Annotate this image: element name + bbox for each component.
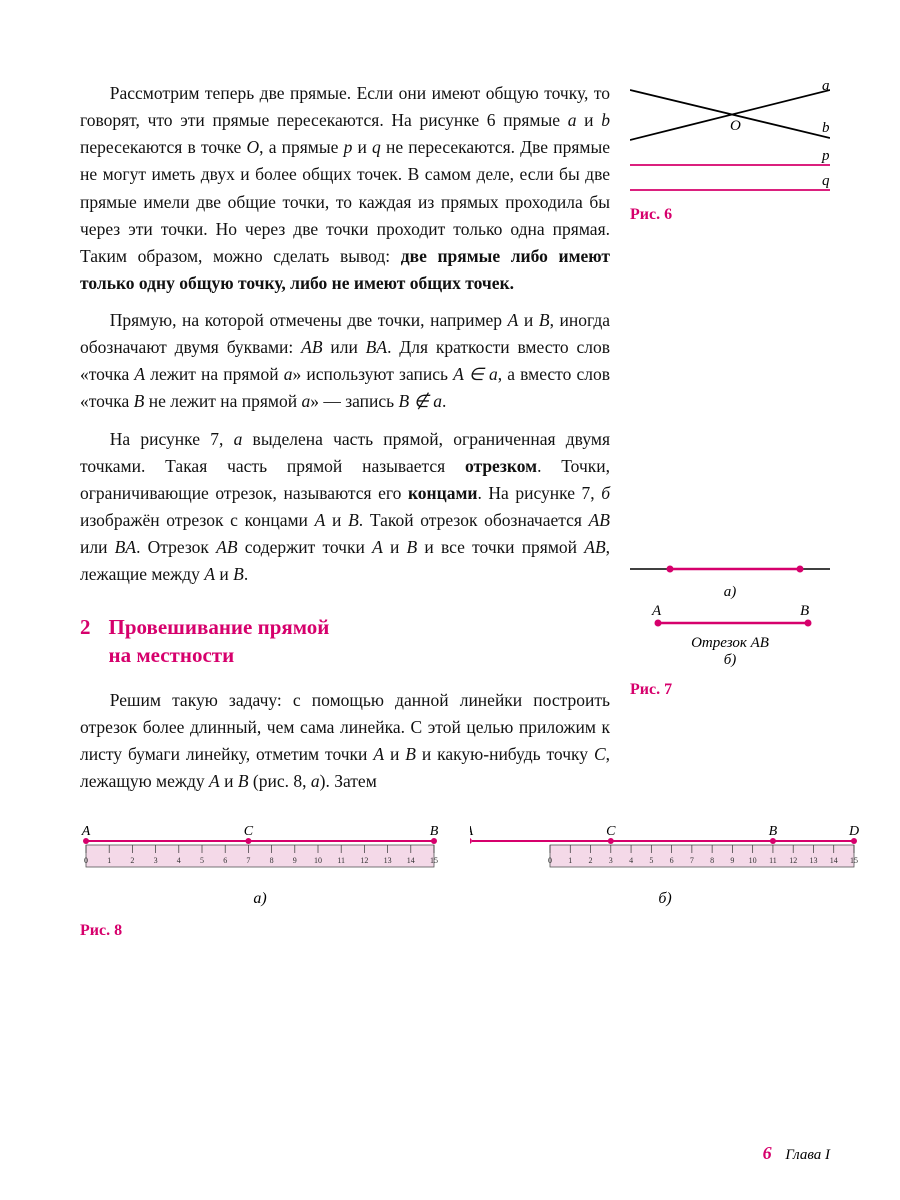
svg-text:6: 6 bbox=[670, 856, 674, 865]
svg-text:D: D bbox=[848, 824, 859, 839]
svg-text:3: 3 bbox=[609, 856, 613, 865]
svg-text:8: 8 bbox=[710, 856, 714, 865]
svg-text:13: 13 bbox=[809, 856, 817, 865]
svg-text:8: 8 bbox=[270, 856, 274, 865]
svg-text:15: 15 bbox=[850, 856, 858, 865]
svg-text:9: 9 bbox=[730, 856, 734, 865]
paragraph-3: На рисунке 7, а выделена часть прямой, о… bbox=[80, 426, 610, 589]
page-number: 6 bbox=[763, 1143, 772, 1163]
section-title: Провешивание прямой на местности bbox=[109, 614, 330, 669]
figure-6-svg: a b O p q bbox=[630, 80, 830, 200]
svg-text:10: 10 bbox=[749, 856, 757, 865]
svg-text:A: A bbox=[470, 824, 474, 839]
ruler-a-svg: 0123456789101112131415ACB bbox=[80, 823, 440, 881]
paragraph-1: Рассмотрим теперь две прямые. Если они и… bbox=[80, 80, 610, 297]
paragraph-4: Решим такую задачу: с помощью данной лин… bbox=[80, 687, 610, 796]
svg-text:11: 11 bbox=[337, 856, 345, 865]
figure-8b-label: б) bbox=[470, 890, 860, 908]
figure-7: a) A B Отрезок AB б) Рис. 7 bbox=[630, 554, 830, 699]
svg-text:1: 1 bbox=[107, 856, 111, 865]
svg-text:1: 1 bbox=[568, 856, 572, 865]
ruler-b-svg: 0123456789101112131415ACBD bbox=[470, 823, 860, 881]
figure-column: a b O p q Рис. 6 a) bbox=[630, 80, 830, 805]
figure-8: 0123456789101112131415ACB a) 01234567891… bbox=[80, 823, 830, 908]
svg-text:12: 12 bbox=[360, 856, 368, 865]
svg-text:0: 0 bbox=[84, 856, 88, 865]
figure-8a-label: a) bbox=[80, 890, 440, 908]
svg-text:7: 7 bbox=[690, 856, 694, 865]
svg-text:A: A bbox=[81, 824, 91, 839]
paragraph-2: Прямую, на которой отмечены две точки, н… bbox=[80, 307, 610, 416]
svg-text:0: 0 bbox=[548, 856, 552, 865]
svg-text:4: 4 bbox=[629, 856, 633, 865]
svg-text:B: B bbox=[800, 603, 809, 619]
svg-text:2: 2 bbox=[589, 856, 593, 865]
figure-6-caption: Рис. 6 bbox=[630, 206, 830, 224]
figure-7a-label: a) bbox=[630, 584, 830, 601]
figure-7b-label: б) bbox=[630, 652, 830, 669]
svg-text:q: q bbox=[822, 173, 830, 189]
figure-7-desc: Отрезок AB bbox=[630, 635, 830, 652]
svg-text:11: 11 bbox=[769, 856, 777, 865]
svg-text:6: 6 bbox=[223, 856, 227, 865]
figure-8-caption: Рис. 8 bbox=[80, 922, 830, 940]
svg-text:B: B bbox=[430, 824, 439, 839]
svg-text:C: C bbox=[606, 824, 616, 839]
chapter-label: Глава I bbox=[785, 1147, 830, 1163]
svg-text:5: 5 bbox=[649, 856, 653, 865]
section-number: 2 bbox=[80, 614, 91, 669]
svg-text:3: 3 bbox=[154, 856, 158, 865]
svg-text:p: p bbox=[821, 148, 830, 164]
svg-text:10: 10 bbox=[314, 856, 322, 865]
figure-7a-svg bbox=[630, 554, 830, 584]
text-column: Рассмотрим теперь две прямые. Если они и… bbox=[80, 80, 610, 805]
svg-text:7: 7 bbox=[246, 856, 250, 865]
section-heading: 2 Провешивание прямой на местности bbox=[80, 614, 610, 669]
figure-7-caption: Рис. 7 bbox=[630, 681, 830, 699]
svg-text:14: 14 bbox=[407, 856, 415, 865]
figure-8a: 0123456789101112131415ACB a) bbox=[80, 823, 440, 908]
svg-text:2: 2 bbox=[130, 856, 134, 865]
svg-text:4: 4 bbox=[177, 856, 181, 865]
figure-8b: 0123456789101112131415ACBD б) bbox=[470, 823, 860, 908]
svg-text:9: 9 bbox=[293, 856, 297, 865]
svg-text:b: b bbox=[822, 120, 830, 136]
svg-text:O: O bbox=[730, 118, 741, 134]
svg-text:12: 12 bbox=[789, 856, 797, 865]
svg-text:C: C bbox=[244, 824, 254, 839]
page-footer: 6 Глава I bbox=[763, 1143, 830, 1164]
svg-text:15: 15 bbox=[430, 856, 438, 865]
svg-text:5: 5 bbox=[200, 856, 204, 865]
svg-text:a: a bbox=[822, 80, 830, 94]
figure-6: a b O p q Рис. 6 bbox=[630, 80, 830, 224]
svg-text:13: 13 bbox=[384, 856, 392, 865]
figure-7b-svg: A B bbox=[630, 601, 830, 635]
svg-text:A: A bbox=[651, 603, 662, 619]
svg-text:14: 14 bbox=[830, 856, 838, 865]
svg-text:B: B bbox=[769, 824, 778, 839]
